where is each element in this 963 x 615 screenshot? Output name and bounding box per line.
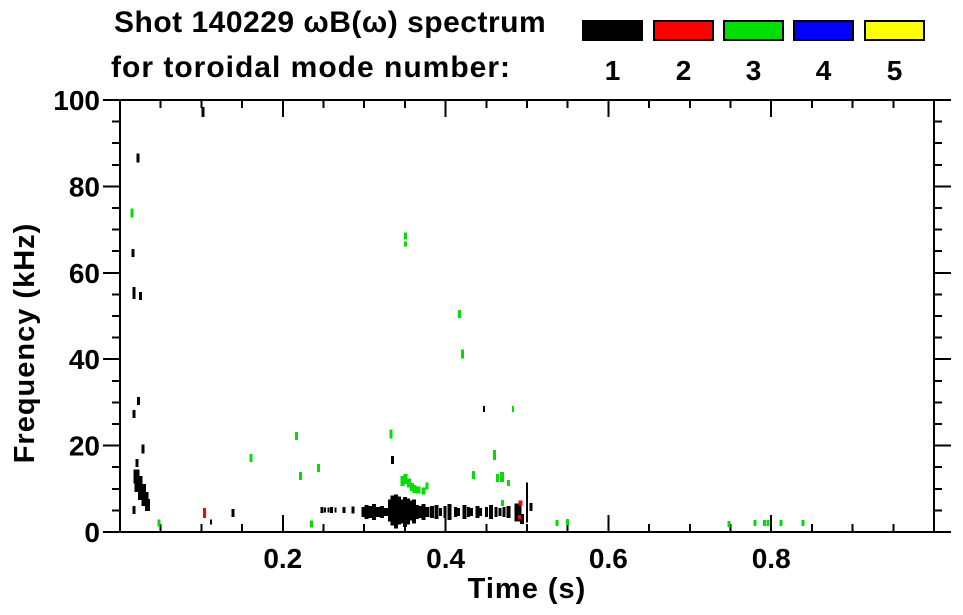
x-axis-ticks	[159, 100, 895, 532]
legend: 1 2 3 4 5	[0, 0, 963, 90]
legend-label-n5: 5	[886, 55, 903, 86]
plot-axes-and-data: 0.2 0.4 0.6 0.8 0 20 40 60 80 100	[53, 85, 951, 574]
series-toroidal-mode-n-3	[130, 208, 805, 528]
legend-swatch-n3	[723, 20, 784, 41]
x-axis-title: Time (s)	[468, 573, 587, 605]
y-tick-label: 100	[53, 85, 100, 116]
x-tick-label: 0.6	[589, 543, 628, 574]
plot-subtitle: for toroidal mode number:	[111, 51, 511, 84]
legend-swatch-n4	[793, 20, 854, 41]
legend-label-n2: 2	[675, 55, 692, 86]
x-tick-labels: 0.2 0.4 0.6 0.8	[263, 543, 790, 574]
data-points	[130, 107, 805, 529]
series-toroidal-mode-n-1	[131, 107, 533, 529]
y-axis-ticks	[103, 99, 951, 533]
legend-label-n3: 3	[745, 55, 762, 86]
y-tick-label: 60	[69, 258, 100, 289]
x-tick-label: 0.4	[426, 543, 465, 574]
plot-frame	[119, 99, 935, 533]
series-toroidal-mode-n-2	[203, 500, 523, 519]
legend-swatch-n5	[864, 20, 925, 41]
y-tick-labels: 0 20 40 60 80 100	[53, 85, 100, 548]
legend-label-n1: 1	[604, 55, 621, 86]
y-axis-title: Frequency (kHz)	[9, 223, 41, 464]
legend-label-n4: 4	[815, 55, 832, 86]
plot-title: Shot 140229 ωB(ω) spectrum	[114, 6, 547, 39]
x-tick-label: 0.2	[263, 543, 302, 574]
y-tick-label: 0	[84, 517, 100, 548]
x-tick-label: 0.8	[752, 543, 791, 574]
legend-swatch-n2	[653, 20, 714, 41]
y-tick-label: 80	[69, 171, 100, 202]
legend-swatch-n1	[582, 20, 643, 41]
y-tick-label: 20	[69, 431, 100, 462]
y-tick-label: 40	[69, 344, 100, 375]
